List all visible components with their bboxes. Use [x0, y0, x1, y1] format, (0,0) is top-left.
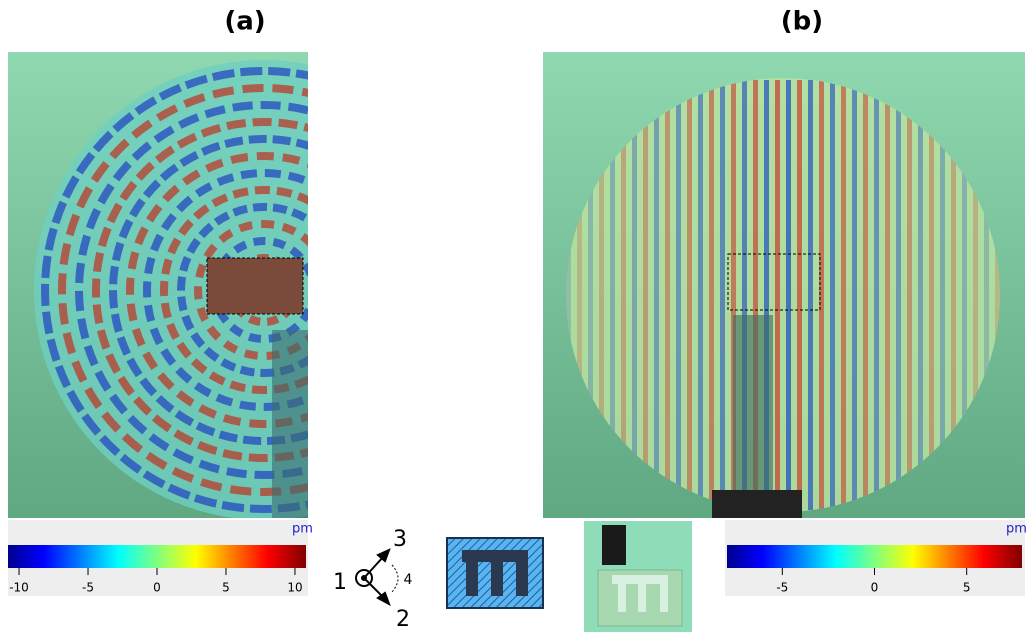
wave-stripe — [665, 80, 670, 510]
wave-stripe — [830, 80, 835, 510]
wave-stripe — [676, 80, 681, 510]
wave-stripe — [808, 80, 813, 510]
image-a — [8, 52, 494, 520]
image-b — [543, 52, 1025, 518]
tick-label: 0 — [153, 581, 161, 595]
tick-label: -10 — [9, 581, 29, 595]
panel-label: (b) — [781, 7, 823, 37]
wave-stripe — [896, 80, 901, 510]
wave-stripe — [709, 80, 714, 510]
wave-stripe — [885, 80, 890, 510]
wave-stripe — [797, 80, 802, 510]
panel-label: (a) — [224, 7, 265, 37]
wave-stripe — [786, 80, 791, 510]
tick-label: 5 — [963, 581, 971, 595]
electrode-photo — [584, 521, 692, 632]
wave-stripe — [918, 80, 923, 510]
electrode-icon — [447, 538, 543, 608]
wave-stripe — [698, 80, 703, 510]
wave-stripe — [929, 80, 934, 510]
tick-label: 10 — [287, 581, 302, 595]
wave-stripe — [907, 80, 912, 510]
tick-label: -5 — [776, 581, 788, 595]
wave-stripe — [775, 80, 780, 510]
wave-stripe — [874, 80, 879, 510]
axis-label: 3 — [393, 527, 407, 552]
axis-label: 4 — [404, 572, 413, 588]
colorbar: pm -5 0 5 — [725, 520, 1026, 596]
wave-stripe — [643, 80, 648, 510]
tick-label: 0 — [871, 581, 879, 595]
wave-stripe — [687, 80, 692, 510]
unit: pm — [292, 522, 313, 537]
wave-stripe — [632, 80, 637, 510]
wave-stripe — [654, 80, 659, 510]
axis-label: 2 — [396, 607, 410, 632]
tick-label: 5 — [222, 581, 230, 595]
wave-stripe — [863, 80, 868, 510]
wave-stripe — [720, 80, 725, 510]
tick-label: -5 — [82, 581, 94, 595]
wave-stripe — [841, 80, 846, 510]
axes-symbol — [356, 550, 398, 604]
wave-stripe — [852, 80, 857, 510]
figure: (a) (b) pm -10 -5 0 5 10 pm -5 0 5 1 2 — [0, 0, 1026, 635]
colorbar: pm -10 -5 0 5 10 — [8, 520, 313, 596]
axis-label: 1 — [333, 570, 347, 595]
unit: pm — [1006, 522, 1026, 537]
